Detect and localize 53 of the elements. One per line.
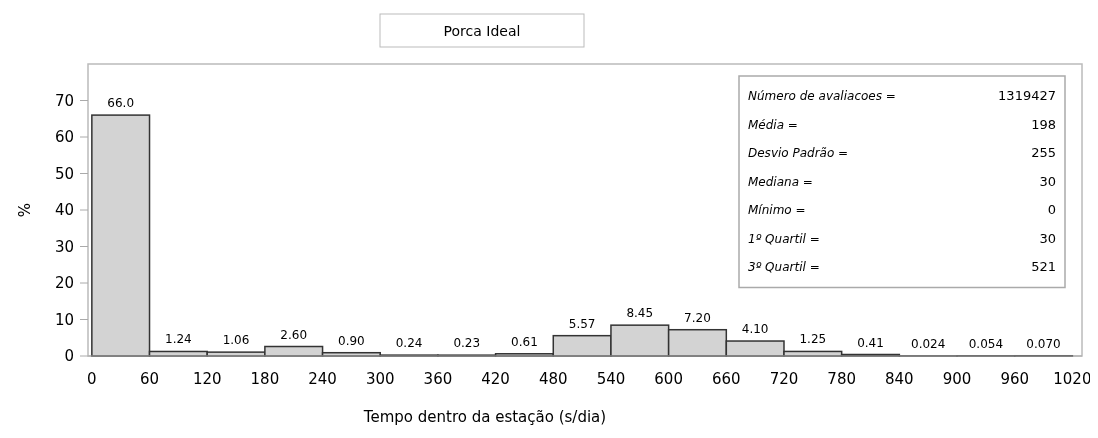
data-label: 66.0 (107, 96, 135, 111)
x-tick-label: 480 (538, 370, 568, 388)
y-tick-label: 50 (54, 164, 74, 183)
x-tick-label: 720 (769, 370, 799, 388)
x-tick-label: 180 (250, 370, 280, 388)
text: Número de avaliacoes = 1319427 (748, 88, 1056, 103)
data-label: 7.20 (684, 310, 711, 325)
data-label: 0.41 (857, 335, 884, 350)
x-tick-label: 240 (308, 370, 337, 388)
x-tick-label: 0 (87, 370, 97, 388)
data-label: 0.24 (395, 336, 423, 351)
text: Mínimo = 0 (748, 202, 1056, 217)
y-tick-label: 60 (54, 128, 74, 147)
x-tick-label: 600 (654, 370, 683, 388)
text: 3º Quartil = 521 (748, 259, 1056, 274)
data-label: 4.10 (741, 322, 769, 337)
x-tick-label: 360 (423, 370, 453, 388)
x-tick-label: 780 (827, 370, 856, 388)
chart-title: Porca Ideal (443, 23, 521, 39)
data-label: 0.90 (338, 333, 365, 348)
data-label: 2.60 (280, 327, 308, 342)
x-tick-label: 540 (596, 370, 626, 388)
x-tick-label: 960 (1000, 370, 1030, 388)
data-label: 1.06 (222, 333, 250, 348)
data-label: 0.23 (453, 336, 481, 351)
text: Desvio Padrão = 255 (748, 145, 1056, 160)
y-tick-label: 20 (54, 274, 74, 293)
data-label: 1.25 (799, 332, 827, 347)
y-tick-label: 10 (54, 310, 74, 329)
x-tick-label: 60 (139, 370, 160, 388)
x-tick-label: 1020 (1053, 370, 1092, 388)
x-tick-label: 300 (365, 370, 395, 388)
text: Média = 198 (748, 116, 1056, 132)
data-label: 0.024 (911, 336, 946, 351)
data-label: 1.24 (165, 332, 192, 347)
data-label: 5.57 (568, 316, 596, 331)
text: 1º Quartil = 30 (748, 230, 1056, 246)
x-tick-label: 420 (481, 370, 510, 388)
text: Mediana = 30 (748, 173, 1056, 189)
y-tick-label: 70 (54, 91, 74, 110)
x-tick-label: 120 (192, 370, 222, 388)
data-label: 0.61 (511, 334, 538, 349)
y-tick-label: 0 (64, 347, 74, 366)
y-tick-label: 30 (54, 237, 74, 256)
data-label: 0.070 (1026, 336, 1061, 351)
x-tick-label: 660 (711, 370, 741, 388)
x-axis-title: Tempo dentro da estação (s/dia) (362, 408, 607, 426)
x-tick-label: 840 (885, 370, 914, 388)
x-tick-label: 900 (942, 370, 972, 388)
data-label: 0.054 (968, 336, 1004, 351)
y-tick-label: 40 (54, 201, 74, 220)
data-label: 8.45 (626, 306, 654, 321)
y-axis-title: % (16, 202, 34, 218)
